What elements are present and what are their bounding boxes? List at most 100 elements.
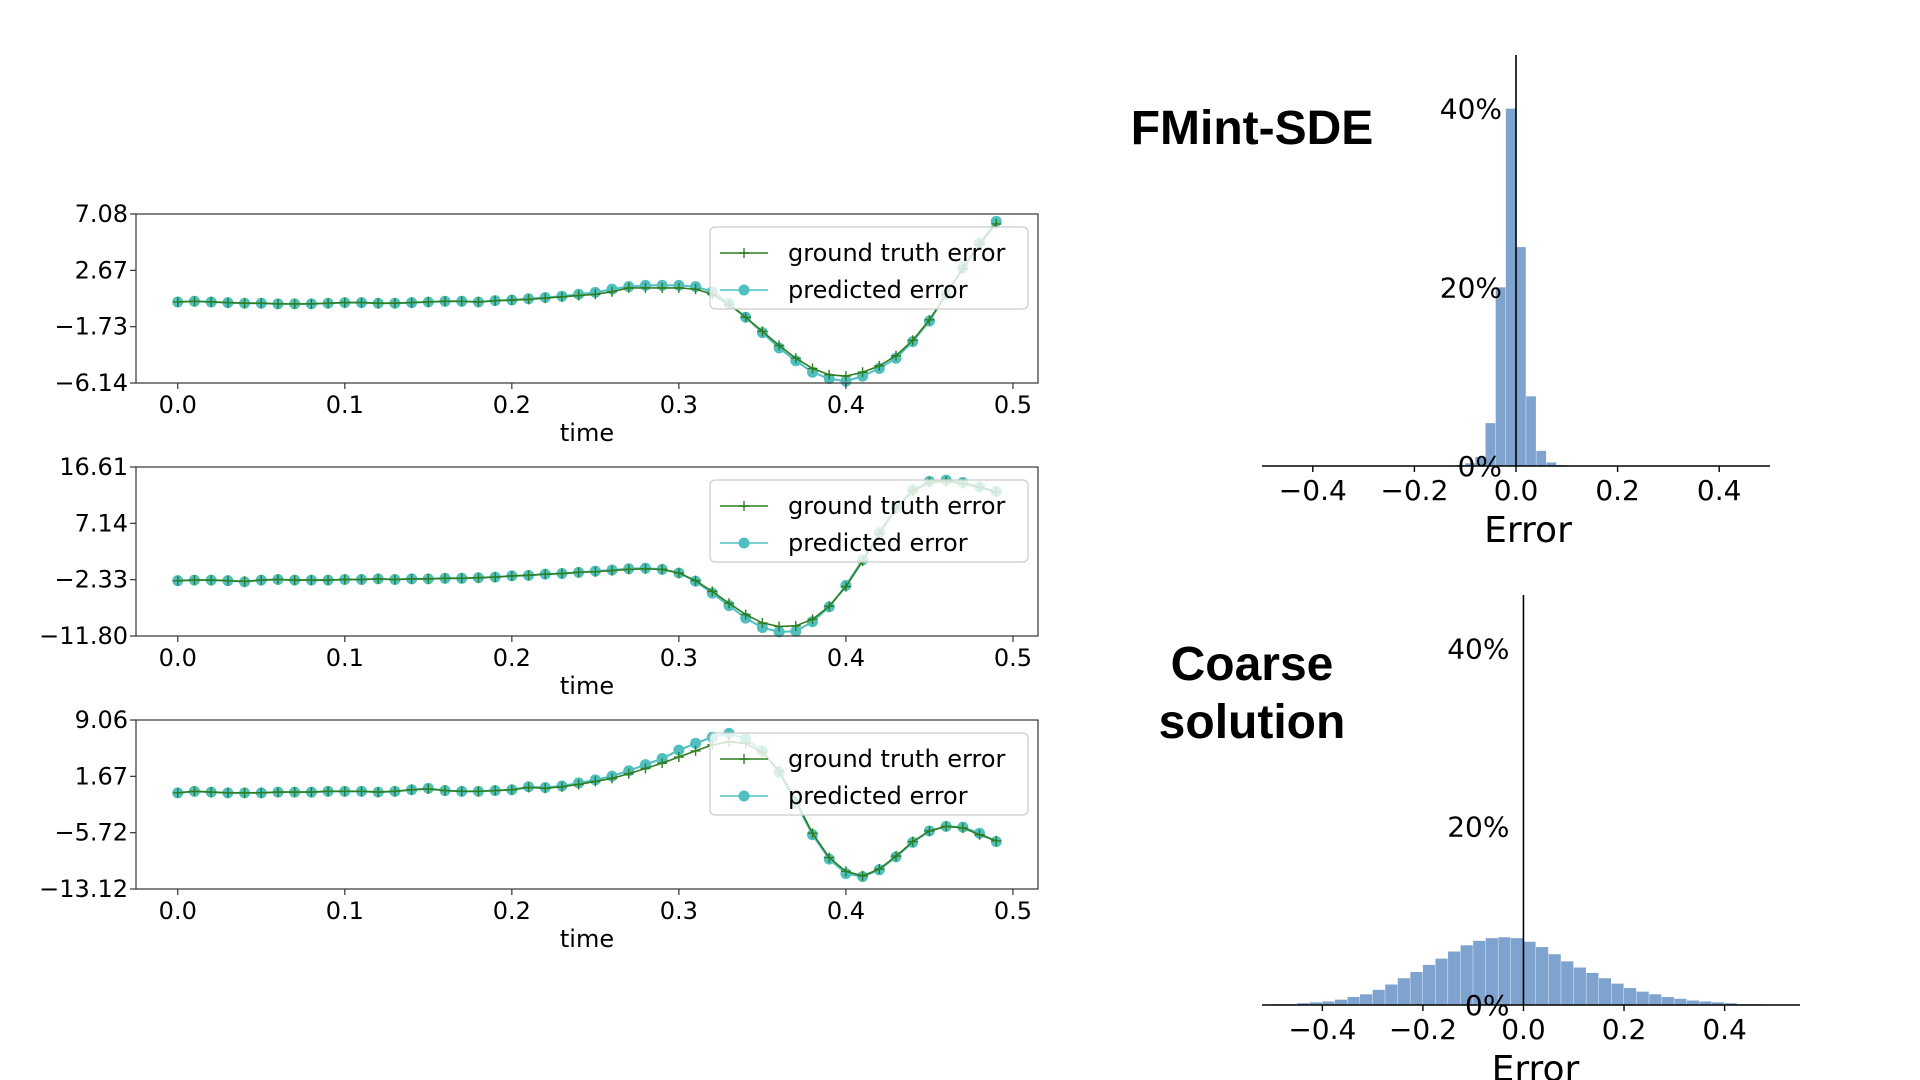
ground-truth-error-marker — [874, 864, 885, 875]
histogram-bar — [1611, 983, 1624, 1005]
ground-truth-error-marker — [222, 297, 233, 308]
histogram-bar — [1465, 463, 1475, 466]
ground-truth-error-marker — [423, 784, 434, 795]
ground-truth-error-marker — [339, 297, 350, 308]
ground-truth-error-marker — [222, 575, 233, 586]
histogram-bar — [1485, 423, 1496, 466]
predicted-error-point — [673, 744, 685, 756]
coarse-solution-heading-line1: Coarse — [1171, 638, 1334, 691]
x-tick-label: 0.5 — [994, 897, 1032, 925]
ground-truth-error-marker — [640, 563, 651, 574]
ground-truth-error-marker — [590, 566, 601, 577]
x-tick-label: −0.4 — [1288, 1013, 1356, 1046]
histogram-bar — [1422, 964, 1436, 1005]
histogram-bar — [1712, 1002, 1725, 1005]
histogram-bar — [1548, 954, 1561, 1005]
ground-truth-error-marker — [540, 569, 551, 580]
histogram-bar — [1297, 1003, 1310, 1005]
histogram-bar — [1498, 937, 1511, 1005]
x-axis-label: Error — [1492, 1049, 1580, 1080]
ground-truth-error-marker — [857, 367, 868, 378]
histogram-bar — [1598, 978, 1612, 1005]
ground-truth-error-marker — [840, 371, 851, 382]
plot-frame — [135, 213, 1039, 384]
ground-truth-error-marker — [473, 296, 484, 307]
x-tick-label: 0.3 — [660, 391, 698, 419]
y-tick-label: 7.14 — [75, 509, 128, 537]
y-tick-label: −5.72 — [54, 819, 128, 847]
histogram-bar — [1526, 396, 1536, 466]
histogram-bar — [1505, 108, 1516, 466]
ground-truth-error-marker — [556, 781, 567, 792]
ground-truth-error-marker — [707, 586, 718, 597]
y-tick-label: −2.33 — [54, 566, 128, 594]
ground-truth-error-marker — [991, 835, 1002, 846]
ground-truth-error-marker — [456, 573, 467, 584]
ground-truth-error-marker — [757, 326, 768, 337]
histogram-bar — [1724, 1003, 1737, 1005]
ground-truth-error-marker — [774, 621, 785, 632]
ground-truth-error-marker — [172, 575, 183, 586]
ground-truth-error-marker — [623, 564, 634, 575]
y-tick-label: 16.61 — [59, 453, 128, 481]
x-tick-label: 0.4 — [827, 391, 865, 419]
ground-truth-error-marker — [490, 785, 501, 796]
legend-label-ground-truth: ground truth error — [788, 745, 1006, 773]
ground-truth-error-marker — [189, 575, 200, 586]
y-tick-label: 0% — [1458, 450, 1502, 483]
ground-truth-error-marker — [423, 573, 434, 584]
ground-truth-error-marker — [957, 822, 968, 833]
ground-truth-error-marker — [339, 786, 350, 797]
ground-truth-error-marker — [807, 363, 818, 374]
ground-truth-error-marker — [573, 779, 584, 790]
ground-truth-error-marker — [907, 836, 918, 847]
x-tick-label: 0.4 — [827, 897, 865, 925]
histogram-2: 40% 20% 0% −0.4 −0.2 0.0 0.2 0.4 Error — [1262, 595, 1800, 1080]
histogram-bar — [1485, 938, 1498, 1005]
ground-truth-error-marker — [256, 575, 267, 586]
x-tick-label: −0.4 — [1279, 474, 1347, 507]
ground-truth-error-marker — [590, 776, 601, 787]
ground-truth-error-marker — [323, 786, 334, 797]
ground-truth-error-marker — [239, 298, 250, 309]
line-panel-1: 0.0 0.1 0.2 0.3 0.4 0.5 time 7.08 2.67 −1.73 −6.14… — [54, 200, 1039, 447]
y-tick-label: 20% — [1447, 811, 1509, 844]
ground-truth-error-marker — [941, 821, 952, 832]
ground-truth-error-marker — [673, 567, 684, 578]
legend-marker-predicted — [738, 790, 750, 802]
x-tick-label: 0.3 — [660, 897, 698, 925]
ground-truth-error-marker — [807, 614, 818, 625]
ground-truth-error-marker — [924, 825, 935, 836]
histogram-bar — [1523, 941, 1536, 1005]
ground-truth-error-marker — [540, 293, 551, 304]
histogram-bar — [1495, 287, 1506, 466]
ground-truth-error-marker — [456, 296, 467, 307]
ground-truth-error-marker — [807, 828, 818, 839]
legend-box — [709, 732, 1029, 816]
ground-truth-error-marker — [523, 570, 534, 581]
y-tick-label: −11.80 — [39, 622, 128, 650]
ground-truth-error-marker — [440, 785, 451, 796]
predicted-error-point — [690, 737, 702, 749]
ground-truth-error-marker — [172, 787, 183, 798]
histogram-bar — [1546, 462, 1557, 466]
line-panel-2: 0.0 0.1 0.2 0.3 0.4 0.5 time 16.61 7.14 −2.33 −11.… — [39, 453, 1039, 700]
ground-truth-error-marker — [272, 298, 283, 309]
ground-truth-error-marker — [824, 369, 835, 380]
histogram-bar — [1661, 996, 1674, 1005]
x-tick-label: 0.5 — [994, 391, 1032, 419]
x-tick-label: 0.2 — [1602, 1013, 1647, 1046]
ground-truth-error-marker — [373, 298, 384, 309]
histogram-bar — [1460, 945, 1473, 1005]
ground-truth-error-marker — [740, 312, 751, 323]
x-tick-label: 0.0 — [1494, 474, 1539, 507]
ground-truth-error-marker — [272, 787, 283, 798]
histogram-bar — [1397, 978, 1410, 1005]
y-tick-label: 2.67 — [75, 256, 128, 284]
ground-truth-error-marker — [640, 282, 651, 293]
ground-truth-error-marker — [623, 282, 634, 293]
histogram-bar — [1686, 1000, 1700, 1005]
predicted-error-point — [840, 375, 852, 387]
ground-truth-error-marker — [239, 576, 250, 587]
x-tick-label: 0.0 — [159, 897, 197, 925]
